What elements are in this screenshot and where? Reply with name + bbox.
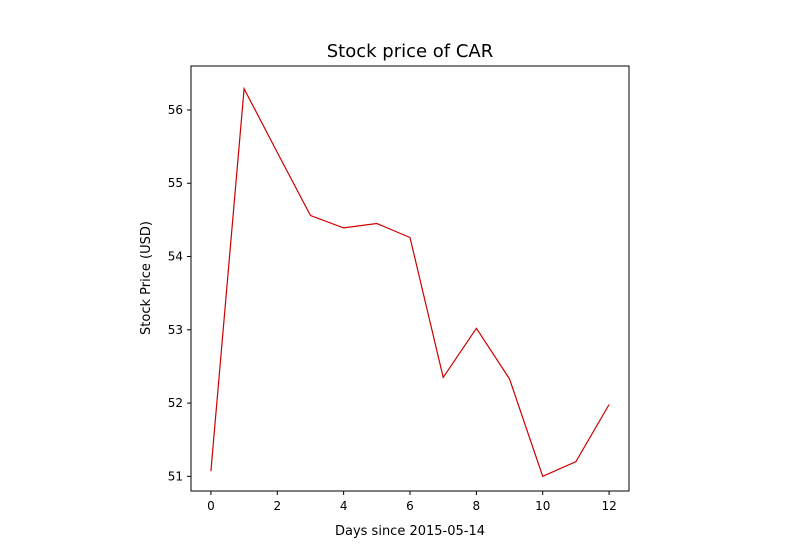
x-tick-label: 0 [207,499,215,513]
y-tick-label: 53 [168,323,183,337]
x-tick-label: 10 [535,499,550,513]
x-tick-label: 12 [601,499,616,513]
series-line [210,86,610,478]
x-tick-label: 8 [473,499,481,513]
y-tick-label: 56 [168,103,183,117]
x-tick-label: 2 [273,499,281,513]
y-tick-label: 52 [168,396,183,410]
x-tick-label: 4 [340,499,348,513]
plot-area: 0 2 4 6 8 10 12 51 52 53 54 55 56 [168,65,630,513]
y-tick-label: 54 [168,250,183,264]
y-tick-label: 51 [168,469,183,483]
x-tick-label: 6 [406,499,414,513]
axes-frame [190,65,630,492]
y-axis-label: Stock Price (USD) [139,221,154,335]
chart-title: Stock price of CAR [327,41,494,62]
y-tick-label: 55 [168,176,183,190]
x-axis-label: Days since 2015-05-14 [335,524,485,539]
